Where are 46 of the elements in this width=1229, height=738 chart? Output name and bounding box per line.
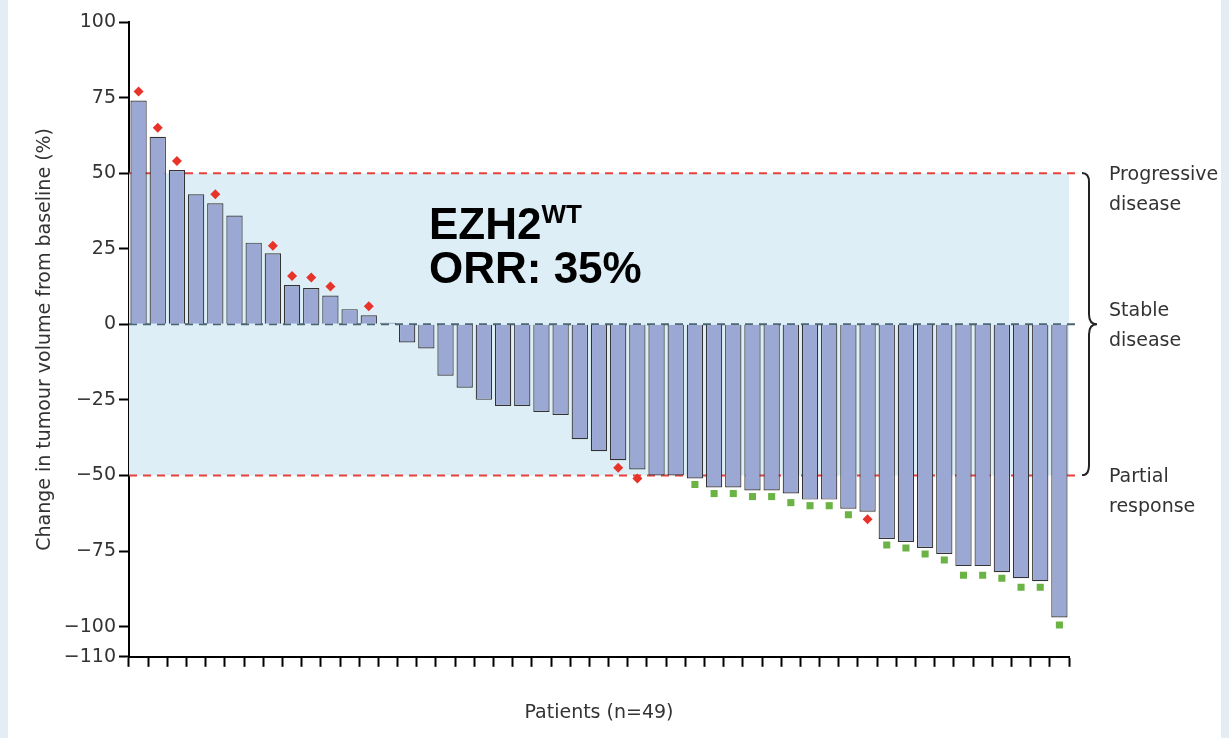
y-tick-label: 75 [91, 84, 116, 107]
y-tick-label: −100 [63, 613, 116, 636]
band-label: Stable disease [1109, 297, 1183, 353]
point [979, 571, 987, 579]
point [729, 490, 737, 498]
y-tick-label: 25 [91, 235, 116, 258]
point [825, 502, 833, 510]
point [806, 502, 814, 510]
y-tick-label: −75 [75, 537, 116, 560]
point [768, 493, 776, 501]
point [902, 544, 910, 552]
point [632, 473, 643, 484]
y-tick-label: 50 [91, 160, 116, 183]
ref-line-label: Progressive disease [1109, 161, 1219, 217]
point [844, 511, 852, 519]
point [1036, 583, 1044, 591]
y-tick-label: 100 [79, 8, 116, 31]
y-tick-label: 0 [103, 311, 116, 334]
point [1055, 621, 1063, 629]
point [748, 493, 756, 501]
point [267, 240, 278, 251]
point [883, 541, 891, 549]
x-axis-title: Patients (n=49) [524, 699, 674, 722]
point [210, 189, 221, 200]
point [152, 122, 163, 133]
point [710, 490, 718, 498]
point [921, 550, 929, 558]
point [171, 156, 182, 167]
point [306, 272, 317, 283]
point [363, 301, 374, 312]
y-tick-label: −50 [75, 462, 116, 485]
ref-line-label: Partial response [1109, 463, 1197, 519]
point [691, 480, 699, 489]
point [1017, 583, 1025, 591]
y-axis-title: Change in tumour volume from baseline (%) [32, 127, 55, 551]
point [133, 86, 144, 97]
point [862, 514, 873, 525]
point [998, 574, 1006, 582]
point [787, 499, 795, 507]
point [959, 571, 968, 579]
y-tick-label: −25 [75, 386, 116, 409]
point [613, 462, 624, 473]
point [287, 270, 298, 281]
y-tick-label: −110 [63, 643, 116, 666]
point [325, 281, 336, 292]
point [940, 556, 948, 564]
